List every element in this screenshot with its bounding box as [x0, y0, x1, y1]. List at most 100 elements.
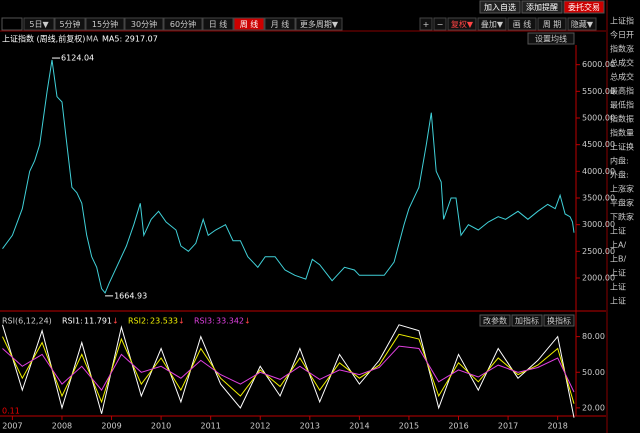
period-tab-label[interactable]: 5分钟	[59, 19, 80, 29]
legend-trend: ↓	[112, 317, 119, 326]
series-line	[2, 59, 575, 294]
sidebar-label: 上证	[610, 283, 626, 292]
tool-label[interactable]: 叠加▼	[481, 19, 504, 29]
top-button[interactable]	[563, 0, 605, 14]
period-tab-label[interactable]: 5日▼	[29, 20, 49, 29]
sidebar-label: 上证	[610, 297, 626, 306]
y-tick-label: 3000.00	[582, 220, 615, 229]
x-tick-label: 2009	[101, 422, 121, 431]
period-tab[interactable]	[295, 17, 343, 31]
sidebar-label: 指数涨	[610, 44, 634, 54]
legend-trend: ↓	[244, 317, 251, 326]
top-button[interactable]	[521, 0, 563, 14]
sidebar-label: 上A/	[610, 241, 626, 250]
y-tick-label: 2000.00	[582, 274, 615, 283]
x-tick-label: 2011	[200, 422, 220, 431]
x-tick-label: 2013	[300, 422, 320, 431]
indicator-button[interactable]	[479, 314, 511, 327]
sidebar-label: 总成交	[610, 72, 634, 82]
period-tab[interactable]	[124, 17, 164, 31]
ma5-value: MA5: 2917.07	[102, 35, 158, 44]
x-tick-label: 2015	[399, 422, 419, 431]
series-line	[2, 333, 575, 404]
tool-label[interactable]: −	[437, 20, 444, 29]
top-button-label[interactable]: 加入自选	[484, 2, 516, 12]
period-tab-label[interactable]: 日 线	[209, 19, 228, 29]
tool-label[interactable]: 隐藏▼	[571, 19, 594, 29]
y-tick-label: 2500.00	[582, 247, 615, 256]
corner-label: 0.11	[2, 407, 20, 416]
indicator-button[interactable]	[543, 314, 575, 327]
sidebar-label: 内盘:	[610, 156, 629, 166]
period-tab[interactable]	[264, 17, 296, 31]
tab-icon[interactable]	[1, 17, 23, 31]
period-tab-label[interactable]: 60分钟	[170, 19, 196, 29]
legend-value: 23.533	[150, 317, 178, 326]
tool-button[interactable]	[537, 17, 567, 31]
top-button-label[interactable]: 委托交易	[568, 2, 600, 12]
period-tab[interactable]	[23, 17, 55, 31]
annotation-label: 6124.04	[61, 54, 94, 63]
tool-label[interactable]: 画 线	[513, 19, 532, 29]
series-line	[2, 345, 575, 393]
sidebar-label: 指数振	[610, 114, 634, 124]
indicator-button[interactable]	[511, 314, 543, 327]
period-tab[interactable]	[202, 17, 234, 31]
tool-label[interactable]: 周 期	[543, 20, 562, 29]
tool-button[interactable]	[433, 17, 447, 31]
legend-name: RSI3:	[194, 317, 215, 326]
sidebar-label: 上证指	[610, 16, 634, 26]
period-tab-label[interactable]: 月 线	[271, 19, 290, 29]
setting-label[interactable]: 设置均线	[535, 34, 567, 44]
period-tab[interactable]	[163, 17, 203, 31]
period-tab[interactable]	[233, 17, 265, 31]
setting-button[interactable]	[527, 32, 575, 45]
x-tick-label: 2008	[52, 422, 72, 431]
y-tick-label: 6000.00	[582, 60, 615, 69]
y-tick-label: 50.00	[582, 368, 605, 377]
tool-button[interactable]	[447, 17, 477, 31]
x-tick-label: 2014	[349, 422, 369, 431]
sidebar-label: 总成交	[610, 58, 634, 68]
top-button[interactable]	[479, 0, 521, 14]
period-tab[interactable]	[54, 17, 86, 31]
legend-value: 11.791	[84, 317, 112, 326]
sidebar-label: 上证换	[610, 142, 634, 152]
indicator-button-label[interactable]: 换指标	[547, 316, 571, 326]
y-tick-label: 5500.00	[582, 87, 615, 96]
y-tick-label: 4500.00	[582, 140, 615, 149]
x-tick-label: 2017	[498, 422, 518, 431]
period-tab-label[interactable]: 15分钟	[92, 19, 118, 29]
indicator-button-label[interactable]: 改参数	[483, 316, 507, 326]
period-tab-label[interactable]: 30分钟	[131, 19, 157, 29]
y-tick-label: 20.00	[582, 403, 605, 412]
x-tick-label: 2012	[250, 422, 270, 431]
sidebar-label: 上证	[610, 227, 626, 236]
indicator-title: RSI(6,12,24)	[2, 317, 52, 326]
sidebar-label: 上涨家	[610, 184, 634, 194]
tool-button[interactable]	[419, 17, 433, 31]
sidebar-label: 上B/	[610, 255, 626, 264]
y-tick-label: 5000.00	[582, 114, 615, 123]
period-tab-label[interactable]: 周 线	[240, 19, 259, 29]
tool-button[interactable]	[477, 17, 507, 31]
period-tab-label[interactable]: 更多周期▼	[300, 19, 339, 29]
top-button-label[interactable]: 添加提醒	[526, 2, 558, 12]
chart-title: 上证指数 (周线,前复权)	[2, 34, 85, 44]
indicator-button-label[interactable]: 加指标	[515, 316, 539, 326]
x-tick-label: 2010	[151, 422, 171, 431]
x-tick-label: 2018	[547, 422, 567, 431]
annotation-label: 1664.93	[114, 291, 147, 300]
sidebar-label: 下跌家	[610, 212, 634, 222]
tool-button[interactable]	[567, 17, 597, 31]
tool-label[interactable]: +	[423, 20, 430, 29]
sidebar-label: 最低指	[610, 100, 634, 110]
tool-button[interactable]	[507, 17, 537, 31]
legend-trend: ↓	[178, 317, 185, 326]
period-tab[interactable]	[85, 17, 125, 31]
tool-label[interactable]: 复权▼	[451, 19, 474, 29]
legend-value: 33.342	[216, 317, 244, 326]
